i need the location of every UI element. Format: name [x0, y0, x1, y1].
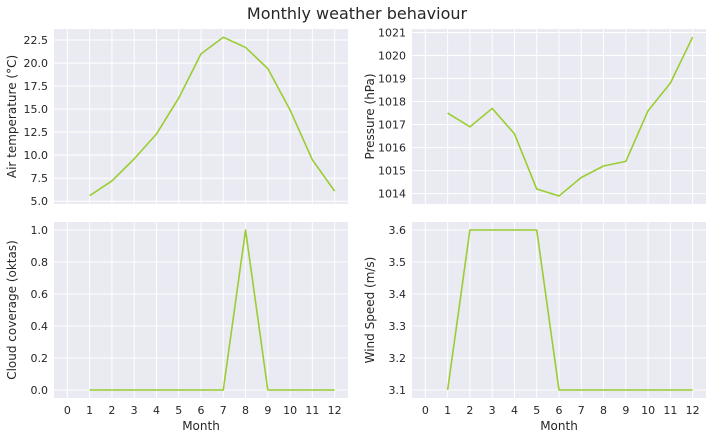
y-tick-label: 0.4 [31, 320, 49, 333]
y-axis-label: Wind Speed (m/s) [363, 257, 377, 364]
x-tick-label: 1 [86, 404, 93, 417]
series-line [89, 36, 336, 197]
x-tick-label: 0 [422, 404, 429, 417]
y-tick-label: 1021 [378, 26, 406, 39]
panel-air-temperature: 5.0 7.5 10.0 12.5 15.0 17.5 20.0 22.5 Air temper… [5, 29, 348, 208]
y-tick-label: 1019 [378, 73, 406, 86]
y-tick-label: 0.0 [31, 384, 49, 397]
x-tick-label: 5 [533, 404, 540, 417]
x-tick-label: 9 [264, 404, 271, 417]
y-tick-label: 1017 [378, 119, 406, 132]
y-tick-label: 3.3 [389, 320, 407, 333]
y-tick-label: 12.5 [24, 126, 49, 139]
x-tick-label: 10 [641, 404, 655, 417]
y-tick-label: 1020 [378, 49, 406, 62]
y-tick-label: 5.0 [31, 195, 49, 208]
y-axis-label: Pressure (hPa) [363, 73, 377, 159]
panel-wind-speed: 3.13.23.33.43.53.60 1 2 3 4 5 6 7 8 9 10 11 12MonthW… [363, 222, 706, 433]
x-tick-label: 0 [64, 404, 71, 417]
x-tick-label: 7 [220, 404, 227, 417]
y-tick-label: 1016 [378, 142, 406, 155]
series-line [89, 229, 335, 391]
y-axis-label: Air temperature (°C) [5, 55, 19, 178]
x-tick-label: 1 [444, 404, 451, 417]
y-tick-label: 0.8 [31, 256, 49, 269]
x-tick-label: 2 [108, 404, 115, 417]
x-tick-label: 12 [686, 404, 700, 417]
x-tick-label: 8 [242, 404, 249, 417]
x-tick-label: 2 [466, 404, 473, 417]
x-axis-label: Month [182, 419, 220, 433]
x-tick-label: 7 [578, 404, 585, 417]
y-tick-label: 10.0 [24, 149, 49, 162]
y-tick-label: 1014 [378, 188, 406, 201]
x-tick-label: 5 [175, 404, 182, 417]
panel-cloud-coverage: 0.00.20.40.60.81.00 1 2 3 4 5 6 7 8 9 10 11 12MonthC… [5, 222, 348, 433]
x-axis-label: Month [540, 419, 578, 433]
x-tick-label: 10 [283, 404, 297, 417]
x-tick-label: 6 [556, 404, 563, 417]
figure-title: Monthly weather behaviour [246, 4, 468, 23]
panel-pressure: 1014 1015 1016 1017 1018 1019 1020 1021 Pressure… [363, 26, 706, 204]
y-tick-label: 22.5 [24, 34, 49, 47]
x-tick-label: 11 [305, 404, 319, 417]
x-tick-label: 3 [131, 404, 138, 417]
y-tick-label: 3.6 [389, 224, 407, 237]
x-tick-label: 3 [489, 404, 496, 417]
y-tick-label: 1018 [378, 96, 406, 109]
y-tick-label: 7.5 [31, 172, 49, 185]
y-tick-label: 1.0 [31, 224, 49, 237]
x-tick-label: 6 [198, 404, 205, 417]
y-tick-label: 20.0 [24, 57, 49, 70]
y-tick-label: 3.4 [389, 288, 407, 301]
y-tick-label: 3.1 [389, 384, 407, 397]
y-tick-label: 17.5 [24, 80, 49, 93]
y-tick-label: 1015 [378, 165, 406, 178]
x-tick-label: 8 [600, 404, 607, 417]
x-tick-label: 4 [153, 404, 160, 417]
y-tick-label: 0.6 [31, 288, 49, 301]
series-line [446, 229, 693, 391]
x-tick-label: 9 [622, 404, 629, 417]
y-tick-label: 3.5 [389, 256, 407, 269]
x-tick-label: 12 [328, 404, 342, 417]
y-tick-label: 3.2 [389, 352, 407, 365]
x-tick-label: 11 [663, 404, 677, 417]
x-tick-label: 4 [511, 404, 518, 417]
y-axis-label: Cloud coverage (oktas) [5, 240, 19, 380]
y-tick-label: 15.0 [24, 103, 49, 116]
series-line [447, 36, 694, 197]
y-tick-label: 0.2 [31, 352, 49, 365]
